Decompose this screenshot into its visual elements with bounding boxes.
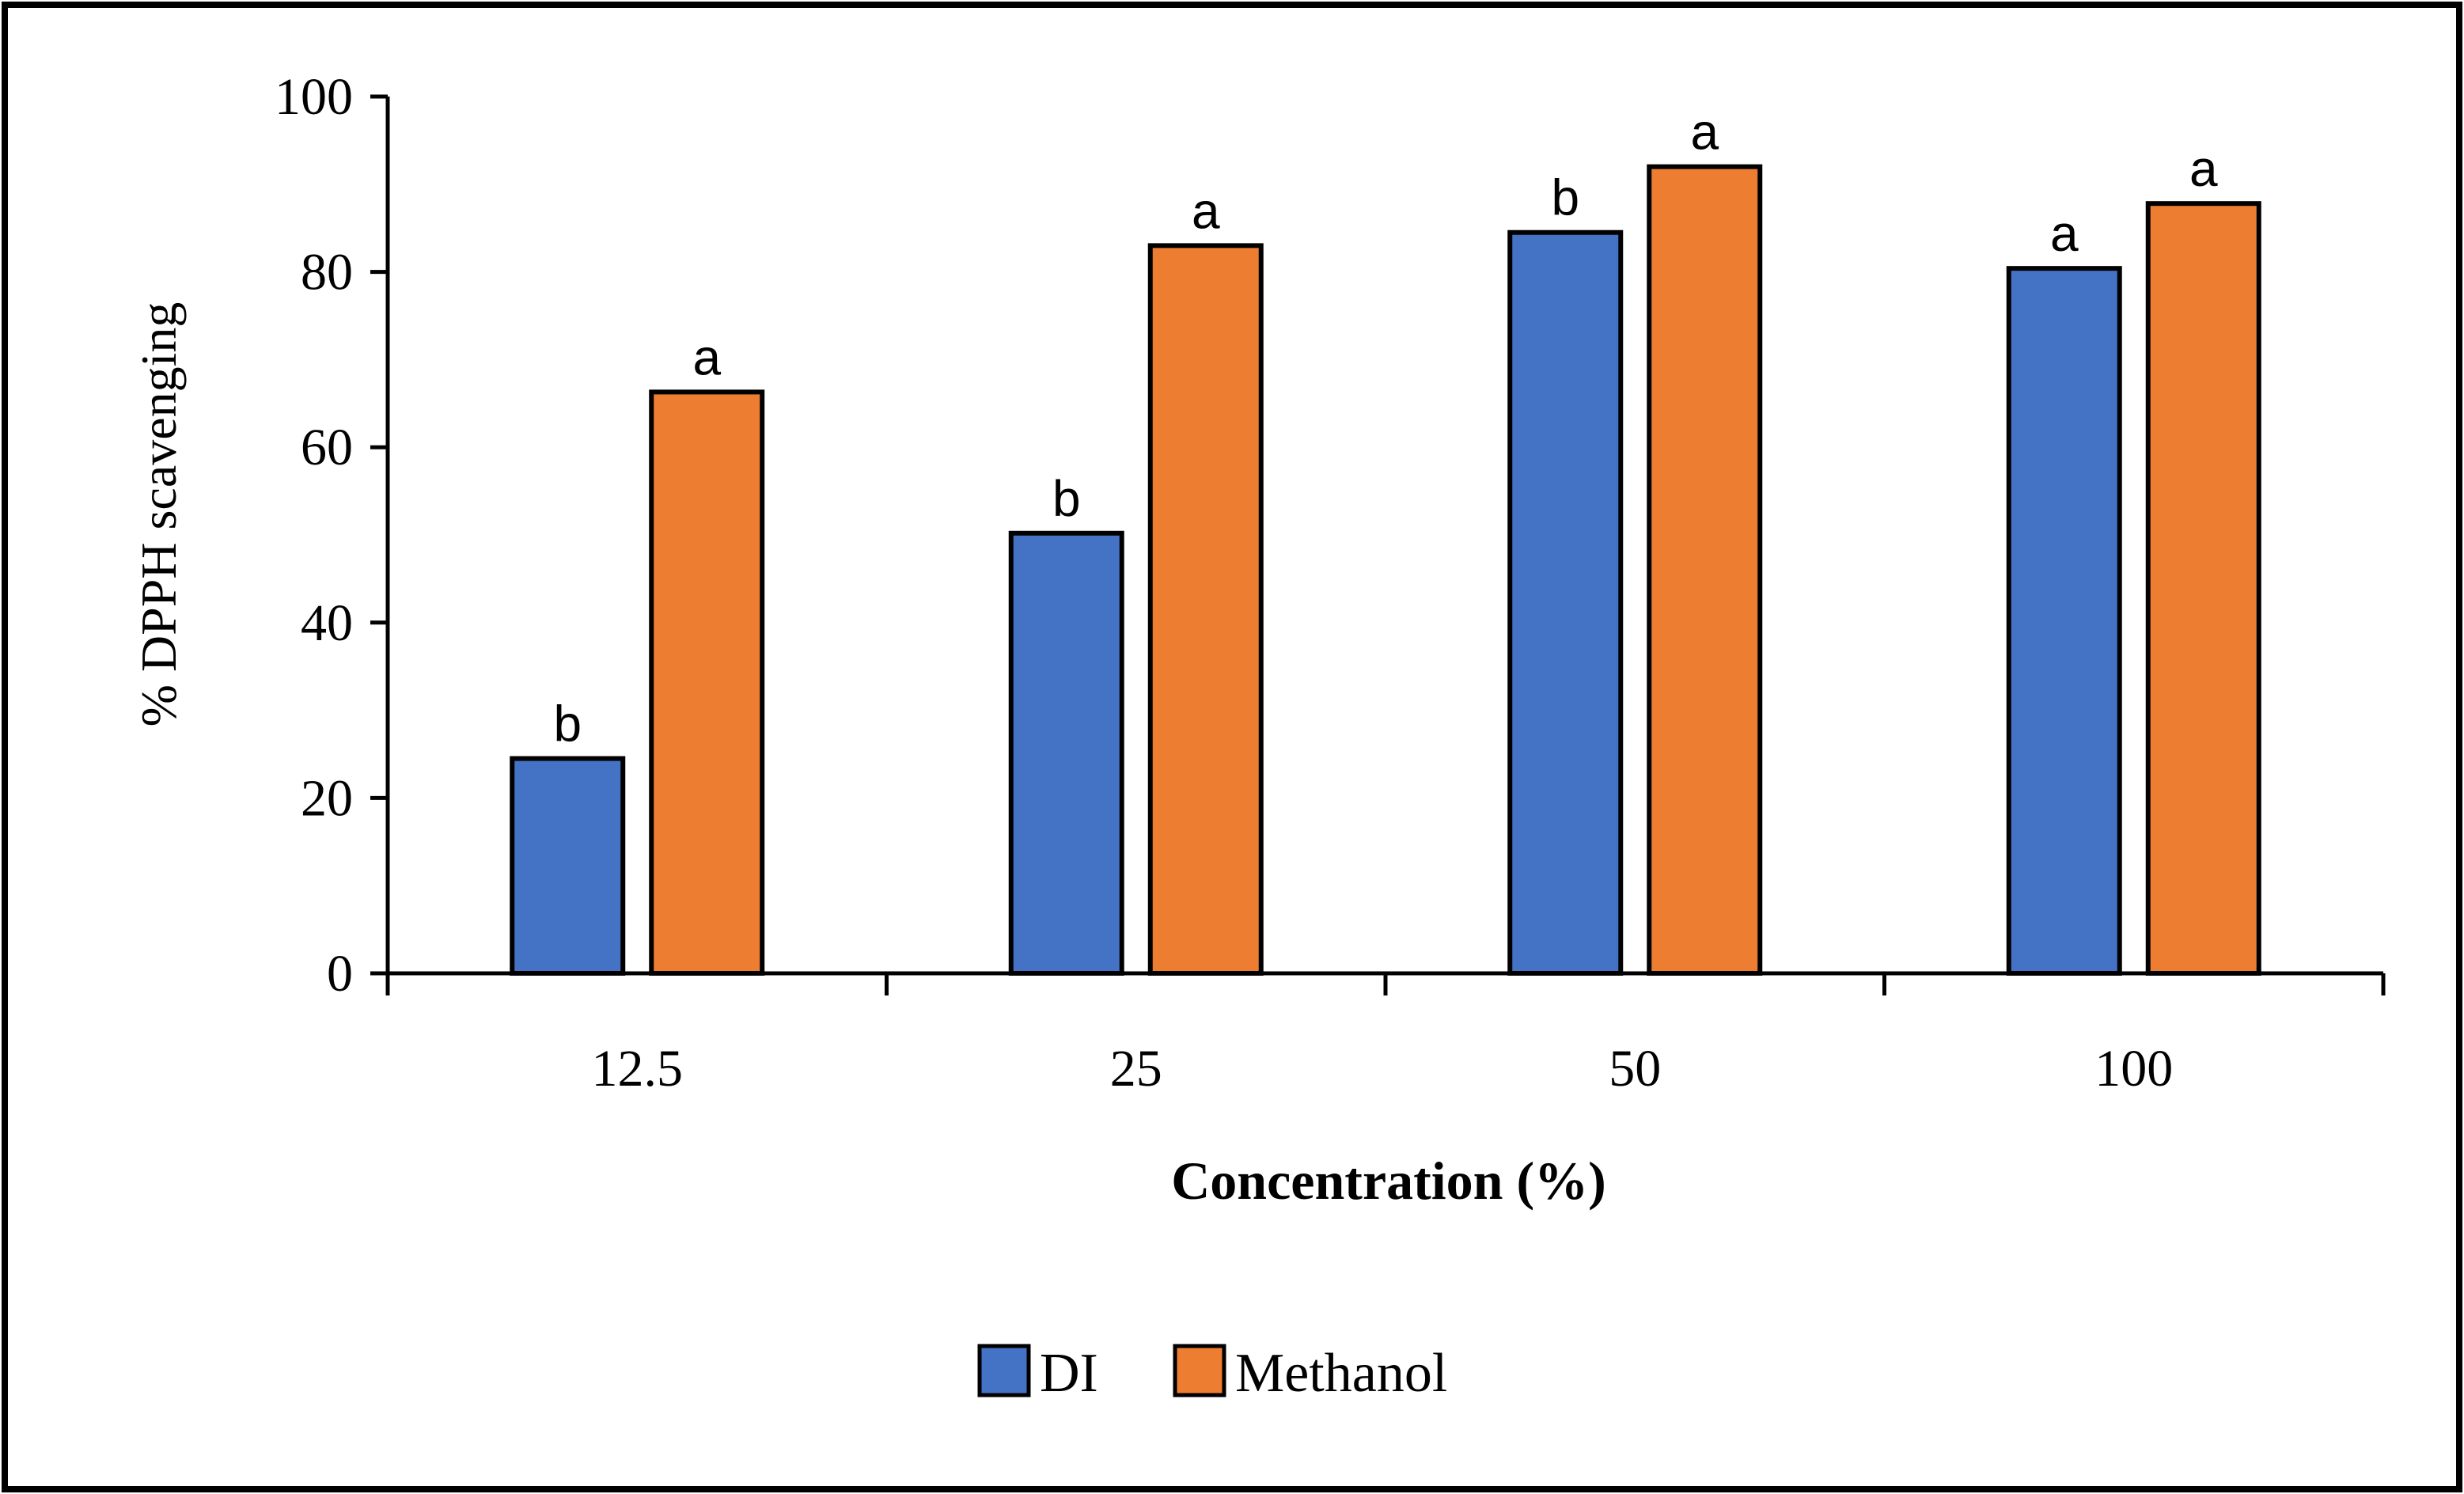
bar-di-3	[1507, 229, 1624, 976]
bars-layer: b b b a a a a a	[510, 104, 2261, 976]
x-tick-label-4: 100	[2094, 1040, 2173, 1098]
axes-layer: 0 20 40 60 80 100 12.5 25 50 100	[275, 68, 2386, 1098]
legend: DI Methanol	[977, 1343, 1447, 1404]
data-label-methanol-1: a	[692, 328, 721, 385]
data-label-di-3: b	[1551, 169, 1579, 226]
y-axis-title: % DPPH scavenging	[131, 302, 187, 727]
data-label-di-2: b	[1052, 470, 1081, 527]
y-tick-label-80: 80	[301, 244, 353, 301]
x-tick-label-2: 25	[1110, 1040, 1162, 1098]
bar-methanol-2	[1147, 243, 1264, 976]
x-tick-label-1: 12.5	[592, 1040, 684, 1098]
legend-item-methanol: Methanol	[1173, 1343, 1447, 1404]
y-tick-label-60: 60	[301, 419, 353, 476]
bar-di-2	[1008, 530, 1124, 976]
data-label-di-1: b	[553, 696, 582, 753]
y-tick-label-100: 100	[275, 68, 353, 126]
legend-item-di: DI	[977, 1343, 1098, 1404]
y-tick-label-20: 20	[301, 769, 353, 827]
bar-di-4	[2006, 266, 2122, 976]
data-label-methanol-4: a	[2189, 140, 2218, 197]
y-tick-label-0: 0	[327, 945, 353, 1003]
legend-swatch-methanol	[1173, 1344, 1226, 1397]
legend-label-di: DI	[1040, 1343, 1098, 1404]
bar-methanol-4	[2145, 201, 2261, 976]
data-label-di-4: a	[2050, 205, 2079, 262]
bar-di-1	[510, 756, 626, 976]
bar-methanol-3	[1647, 164, 1763, 976]
y-tick-label-40: 40	[301, 594, 353, 652]
legend-label-methanol: Methanol	[1235, 1343, 1447, 1404]
x-tick-label-3: 50	[1609, 1040, 1661, 1098]
data-label-methanol-3: a	[1690, 104, 1719, 161]
x-axis-title: Concentration (%)	[1171, 1151, 1606, 1211]
legend-swatch-di	[977, 1344, 1031, 1397]
data-label-methanol-2: a	[1192, 182, 1220, 239]
bar-methanol-1	[649, 389, 765, 976]
